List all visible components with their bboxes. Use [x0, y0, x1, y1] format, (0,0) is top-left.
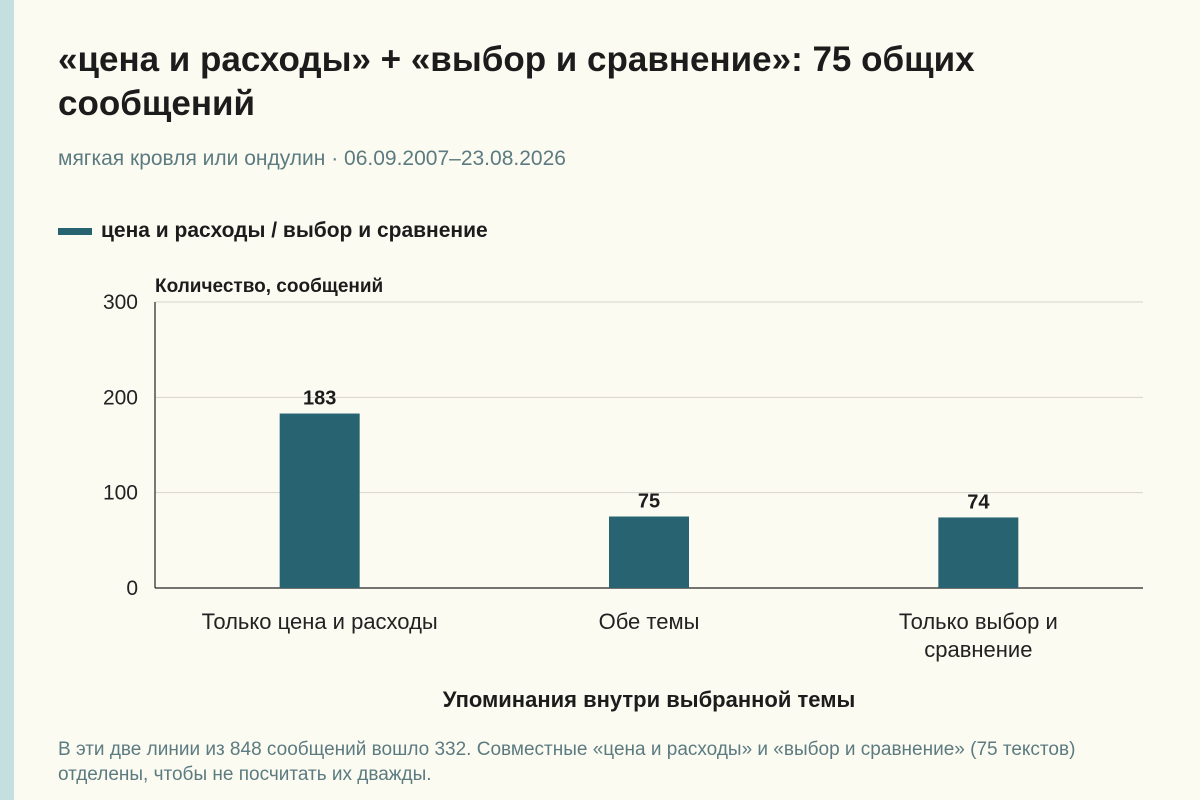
legend: цена и расходы / выбор и сравнение — [58, 219, 488, 243]
x-tick-label-line: сравнение — [924, 637, 1032, 662]
x-axis-label: Упоминания внутри выбранной темы — [443, 687, 856, 712]
chart-subtitle: мягкая кровля или ондулин · 06.09.2007–2… — [58, 147, 566, 170]
bar — [938, 517, 1019, 588]
y-tick-label: 100 — [103, 482, 138, 505]
x-tick-label: Обе темы — [599, 609, 700, 634]
y-axis-label: Количество, сообщений — [155, 276, 383, 297]
x-tick-label-line: Только цена и расходы — [202, 609, 438, 634]
x-tick-label-line: Только выбор и — [899, 609, 1058, 634]
y-tick-label: 300 — [103, 291, 138, 314]
data-label: 183 — [303, 388, 336, 410]
bar — [279, 413, 360, 588]
x-tick-label: Только цена и расходы — [202, 609, 438, 634]
data-label: 74 — [967, 491, 990, 513]
data-label: 75 — [638, 491, 660, 513]
chart-title: «цена и расходы» + «выбор и сравнение»: … — [58, 40, 975, 123]
x-tick-label-line: Обе темы — [599, 609, 700, 634]
legend-label: цена и расходы / выбор и сравнение — [101, 219, 488, 242]
bar — [609, 516, 689, 588]
x-tick-label: Только выбор и сравнение — [899, 609, 1058, 662]
y-tick-label: 0 — [126, 577, 138, 600]
footnote: В эти две линии из 848 сообщений вошло 3… — [58, 739, 1076, 785]
side-stripe — [0, 0, 14, 800]
legend-swatch — [58, 227, 92, 235]
y-tick-label: 200 — [103, 386, 138, 409]
